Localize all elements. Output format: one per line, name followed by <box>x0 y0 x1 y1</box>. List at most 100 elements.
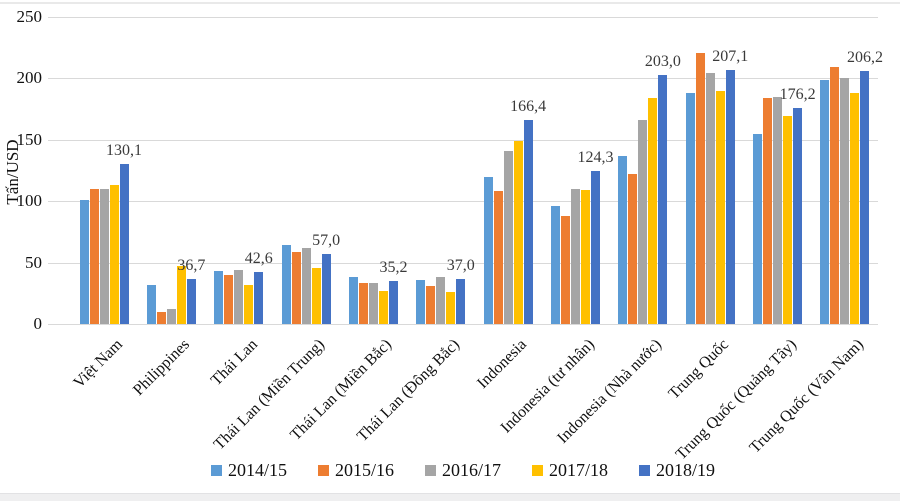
bar-2018-19 <box>119 164 129 324</box>
legend-series-label: 2016/17 <box>441 460 501 480</box>
bar-2018-19 <box>591 171 601 324</box>
data-label: 207,1 <box>712 47 749 65</box>
bar-2018-19 <box>456 278 466 324</box>
legend-color-swatch <box>317 464 329 476</box>
bar-2018-19 <box>523 119 533 324</box>
bar-2014-15 <box>551 206 561 324</box>
bar-2015-16 <box>830 67 840 324</box>
bar-2017-18 <box>513 141 523 324</box>
bar-2015-16 <box>156 311 166 324</box>
bar-2015-16 <box>695 52 705 324</box>
y-axis-tick-label: 0 <box>33 314 43 333</box>
gridline-0 <box>48 324 878 325</box>
bar-2014-15 <box>483 176 493 324</box>
legend-item-2018-19: 2018/19 <box>639 460 715 480</box>
legend-series-label: 2014/15 <box>227 460 287 480</box>
bar-2016-17 <box>773 96 783 324</box>
bar-2016-17 <box>99 188 109 324</box>
legend-color-swatch <box>532 464 543 476</box>
legend-item-2017-18: 2017/18 <box>532 460 608 480</box>
bar-2014-15 <box>416 279 426 324</box>
bar-2017-18 <box>244 284 254 324</box>
y-axis-tick-label: 150 <box>16 129 43 149</box>
gridline-100 <box>48 201 878 203</box>
bar-2018-19 <box>860 70 870 324</box>
bar-2016-17 <box>301 247 311 324</box>
bar-2016-17 <box>166 309 176 324</box>
bar-2014-15 <box>348 277 358 324</box>
bar-2017-18 <box>378 290 388 324</box>
bar-2014-15 <box>685 93 695 324</box>
data-label: 37,0 <box>446 256 475 274</box>
bar-2015-16 <box>358 283 368 324</box>
bar-2016-17 <box>638 120 648 324</box>
bar-2018-19 <box>186 278 196 324</box>
bar-2014-15 <box>618 155 628 324</box>
gridline-200 <box>48 78 878 80</box>
gridline-250 <box>48 17 878 18</box>
bar-2018-19 <box>388 280 398 324</box>
legend-color-swatch <box>639 464 651 476</box>
window-bottom-strip <box>0 493 900 501</box>
bar-2016-17 <box>503 150 513 324</box>
legend-item-2016-17: 2016/17 <box>424 460 501 480</box>
legend-item-2014-15: 2014/15 <box>210 460 287 480</box>
bar-2016-17 <box>571 188 581 324</box>
data-label: 42,6 <box>244 249 273 267</box>
data-label: 206,2 <box>846 48 883 66</box>
data-label: 36,7 <box>177 256 206 274</box>
bar-2015-16 <box>493 191 503 324</box>
data-label: 203,0 <box>644 52 681 70</box>
bar-2018-19 <box>793 107 803 324</box>
bar-2018-19 <box>254 271 264 324</box>
legend-item-2015-16: 2015/16 <box>317 460 394 480</box>
bar-2016-17 <box>705 73 715 324</box>
window-top-hairline <box>0 2 900 4</box>
y-axis-tick-label: 250 <box>16 7 43 26</box>
bar-2017-18 <box>176 266 186 324</box>
bar-2017-18 <box>783 116 793 324</box>
bar-2016-17 <box>436 277 446 324</box>
bar-2015-16 <box>628 174 638 324</box>
bar-2016-17 <box>368 283 378 324</box>
bar-2015-16 <box>763 98 773 324</box>
bar-2017-18 <box>109 185 119 324</box>
y-axis-tick-label: 100 <box>16 191 43 211</box>
bar-2015-16 <box>561 215 571 324</box>
chart-legend: 2014/15 2015/16 2016/17 2017/18 2018/19 <box>48 458 878 482</box>
bar-2014-15 <box>281 245 291 324</box>
bar-2017-18 <box>581 190 591 324</box>
legend-color-swatch <box>424 464 436 476</box>
data-label: 35,2 <box>379 258 408 276</box>
bar-2015-16 <box>89 188 99 324</box>
gridline-50 <box>48 262 878 264</box>
data-label: 176,2 <box>779 85 816 103</box>
bar-2016-17 <box>234 269 244 324</box>
bar-2014-15 <box>79 199 89 324</box>
y-axis-tick-label: 50 <box>25 252 42 272</box>
bar-2017-18 <box>648 98 658 324</box>
bar-2018-19 <box>658 74 668 324</box>
data-label: 166,4 <box>510 97 547 115</box>
bar-2017-18 <box>311 267 321 324</box>
bar-2014-15 <box>146 284 156 324</box>
bar-2018-19 <box>725 69 735 324</box>
bar-2016-17 <box>840 78 850 324</box>
bar-2017-18 <box>715 90 725 324</box>
data-label: 124,3 <box>577 149 614 167</box>
y-axis-tick-label: 200 <box>16 68 43 88</box>
bar-2014-15 <box>753 133 763 324</box>
legend-color-swatch <box>210 464 222 476</box>
data-label: 130,1 <box>106 142 142 160</box>
bar-2014-15 <box>820 79 830 324</box>
bar-2015-16 <box>291 251 301 324</box>
bar-2018-19 <box>321 254 331 324</box>
data-label: 57,0 <box>312 232 341 249</box>
legend-series-label: 2018/19 <box>656 460 716 480</box>
bar-2017-18 <box>446 292 456 324</box>
bar-2014-15 <box>214 271 224 324</box>
legend-series-label: 2015/16 <box>334 460 394 480</box>
bar-2017-18 <box>850 93 860 324</box>
gridline-150 <box>48 139 878 141</box>
